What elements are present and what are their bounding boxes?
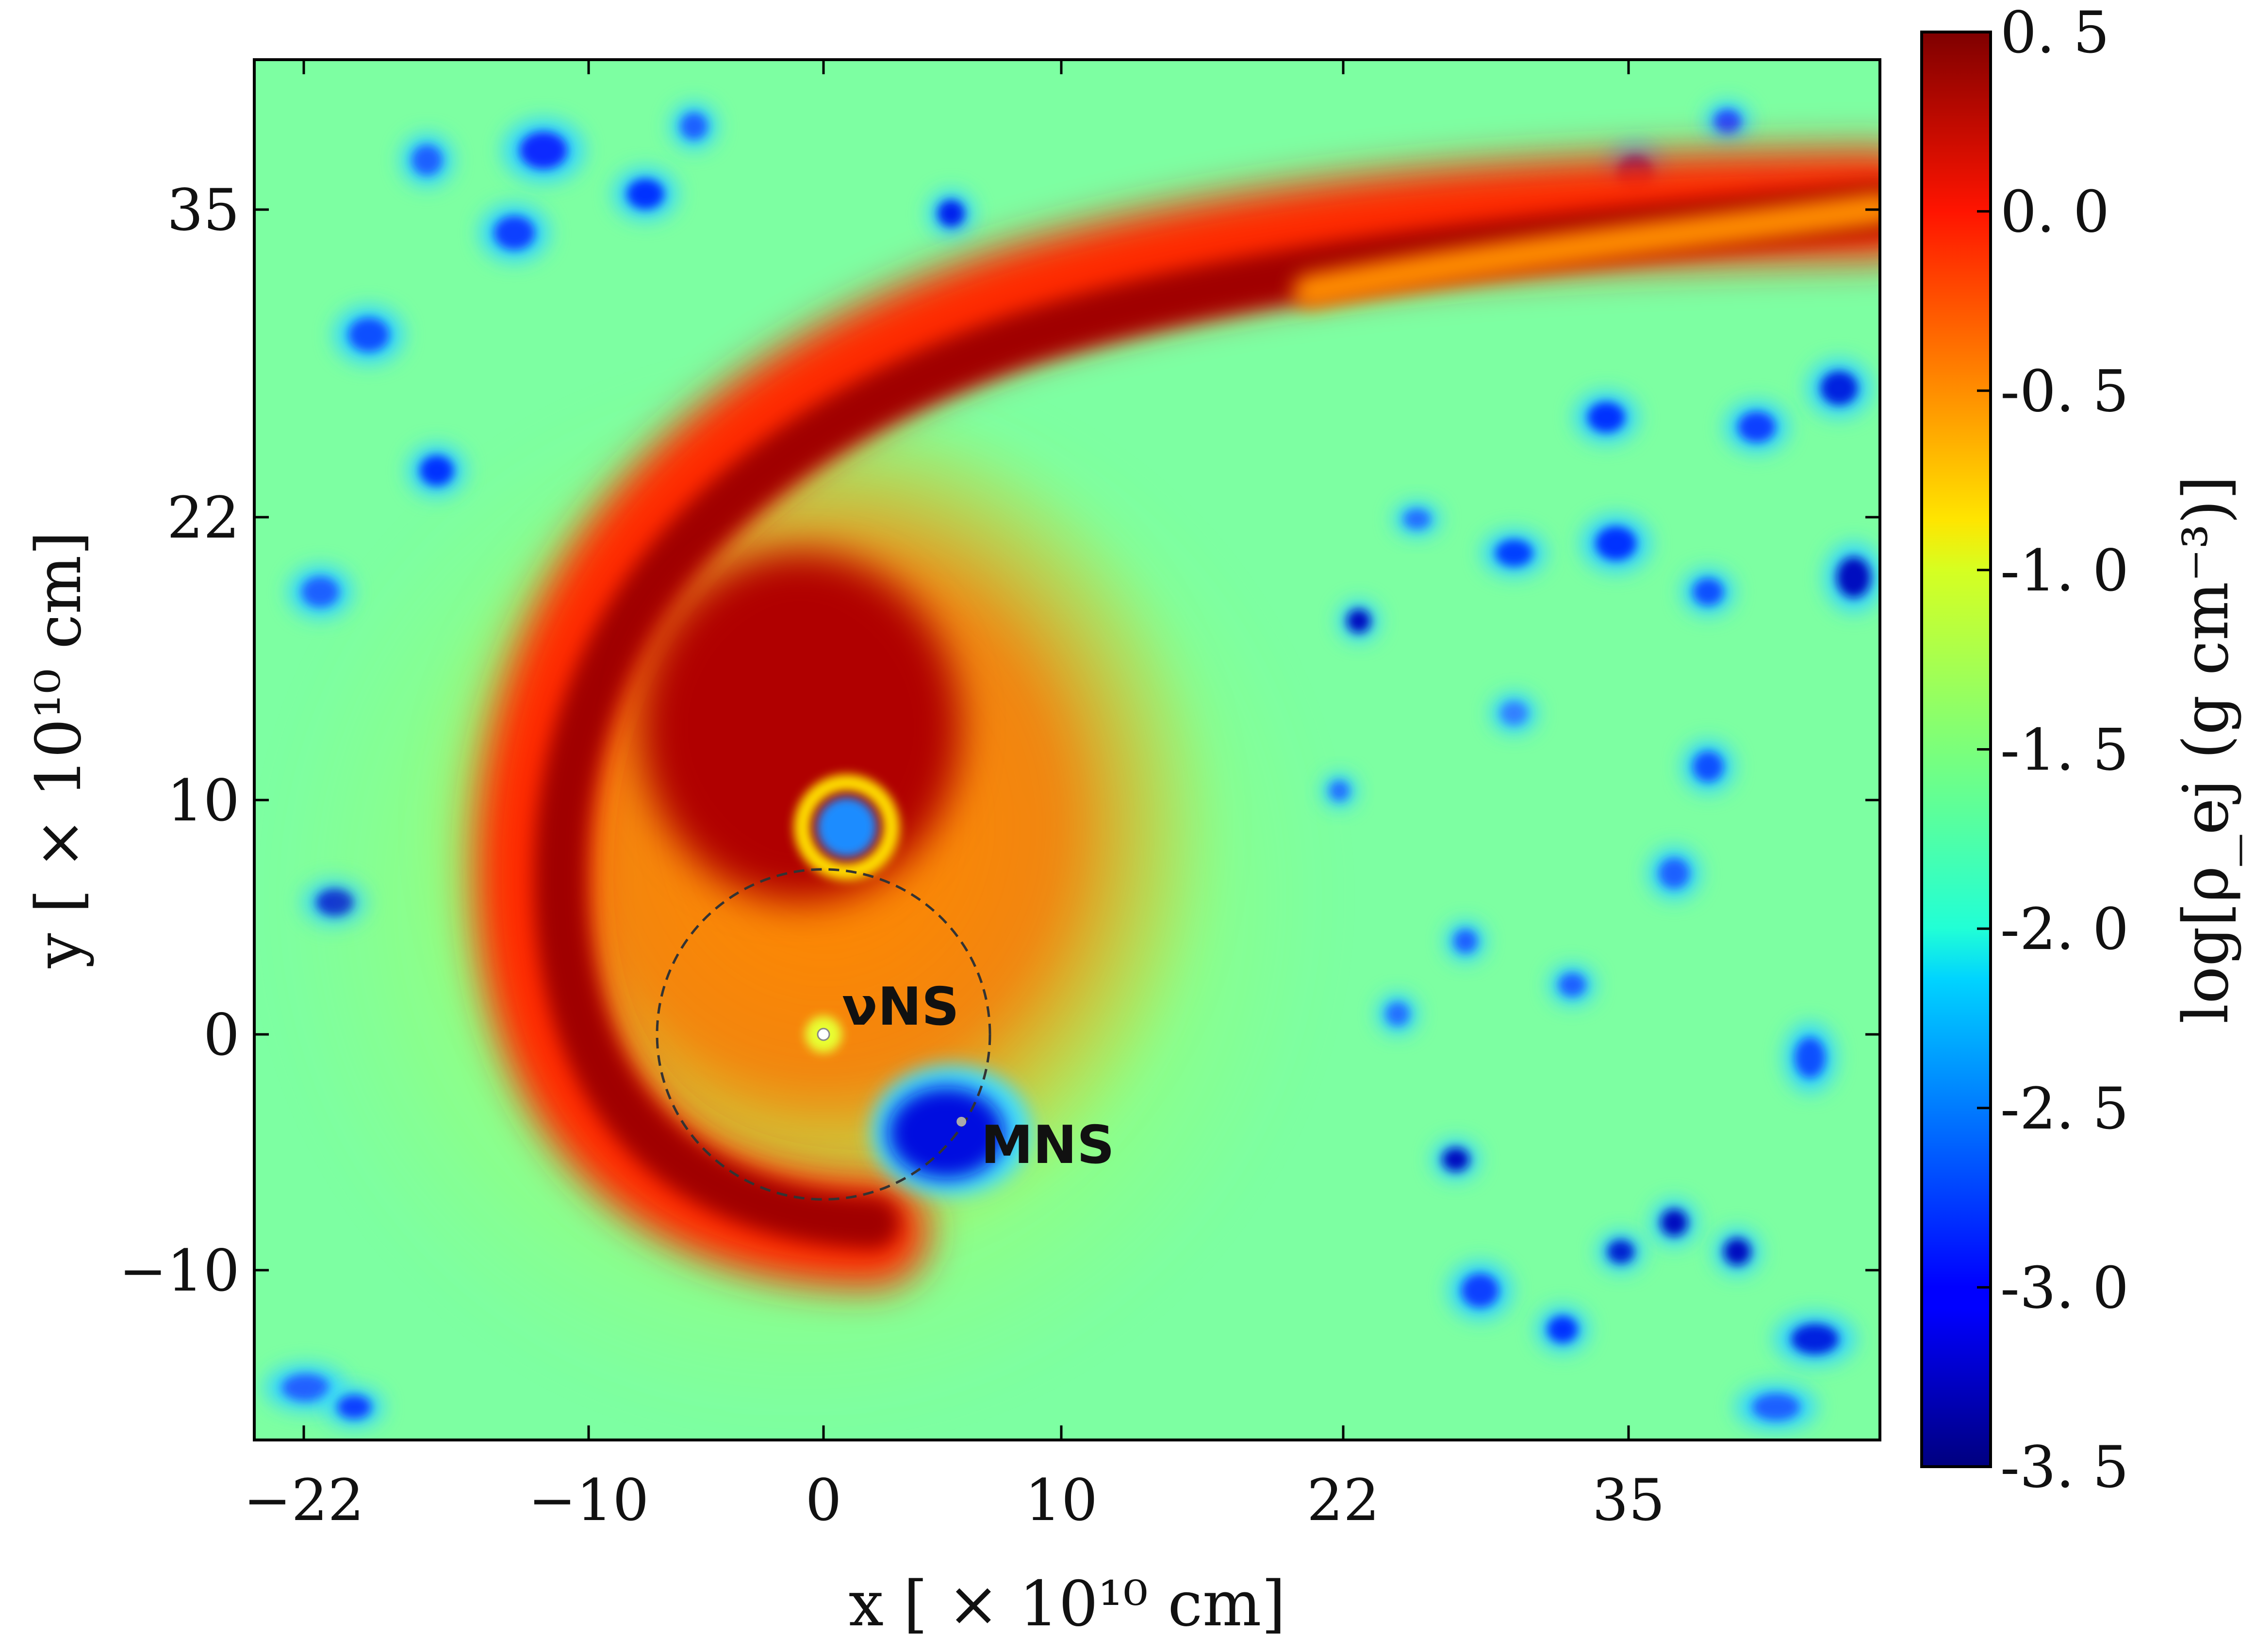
y-axis-ticks: −10 0 10 22 35 <box>119 177 1880 1304</box>
spiral-arm-tip <box>1293 192 1880 308</box>
colorbar-tick-label: -2. 5 <box>2000 1075 2129 1142</box>
y-tick-label: −10 <box>119 1237 240 1304</box>
patch-core <box>626 179 664 210</box>
x-tick-label: 35 <box>1592 1467 1665 1534</box>
patch-core <box>1453 929 1478 953</box>
x-tick-label: −22 <box>243 1467 364 1534</box>
y-tick-label: 0 <box>203 1001 240 1068</box>
vns-label: νNS <box>842 977 959 1037</box>
patch-core <box>938 200 965 227</box>
patch-core <box>520 131 567 169</box>
mns-cavity <box>888 1087 1004 1179</box>
bubble-cavity <box>817 797 877 857</box>
patch-core <box>1547 1316 1578 1343</box>
dense-core <box>641 553 961 902</box>
density-heatmap <box>254 60 1880 1440</box>
patch-core <box>412 145 443 176</box>
x-axis-label: x [ × 10¹⁰ cm] <box>849 1568 1286 1640</box>
patch-core <box>1659 858 1690 889</box>
colorbar-ticks: 0. 5 0. 0 -0. 5 -1. 0 -1. 5 -2. 0 -2. 5 -3. 0 -3… <box>1977 0 2129 1501</box>
patch-core <box>680 113 708 140</box>
colorbar-tick-label: -3. 5 <box>2000 1434 2129 1501</box>
x-tick-label: 0 <box>805 1467 841 1534</box>
ejecta-cloud <box>267 148 1880 1431</box>
patch-core <box>1752 1393 1800 1421</box>
mns-marker <box>956 1116 967 1127</box>
y-tick-label: 35 <box>167 177 240 244</box>
patch-core <box>1442 1147 1469 1172</box>
colorbar-tick-label: 0. 0 <box>2000 179 2109 245</box>
patch-core <box>1559 973 1586 997</box>
patch-core <box>1661 1209 1688 1236</box>
x-axis-ticks: −22 −10 0 10 22 35 <box>243 60 1665 1534</box>
colorbar-tick-label: -2. 0 <box>2000 896 2129 963</box>
patch-core <box>1587 402 1625 433</box>
patch-core <box>1347 609 1371 633</box>
colorbar-tick-label: -3. 0 <box>2000 1254 2129 1321</box>
patch-core <box>1385 1002 1410 1026</box>
mns-label: MNS <box>981 1115 1115 1176</box>
patch-core <box>1724 1238 1751 1265</box>
patch-core <box>282 1374 329 1401</box>
patch-core <box>1795 1037 1826 1078</box>
patch-core <box>1461 1274 1499 1308</box>
patch-core <box>1693 578 1724 605</box>
dashed-circle <box>656 868 991 1201</box>
patch-core <box>1714 109 1741 133</box>
patch-core <box>1820 371 1858 405</box>
x-tick-label: 10 <box>1025 1467 1098 1534</box>
y-tick-label: 22 <box>167 484 240 551</box>
vns-marker <box>817 1028 830 1041</box>
x-tick-label: −10 <box>528 1467 649 1534</box>
y-axis-label: y [ × 10¹⁰ cm] <box>23 531 95 969</box>
patch-core <box>1403 509 1431 529</box>
plot-frame <box>253 58 1881 1441</box>
patch-core <box>348 318 389 352</box>
colorbar-tick-label: -1. 5 <box>2000 717 2129 784</box>
patch-core <box>1791 1324 1839 1355</box>
patch-core <box>1607 1240 1634 1264</box>
patch-core <box>337 1395 371 1419</box>
patch-core <box>494 216 535 250</box>
colorbar-tick-label: -0. 5 <box>2000 358 2129 425</box>
colorbar-tick-label: 0. 5 <box>2000 0 2109 66</box>
colorbar-tick-label: -1. 0 <box>2000 537 2129 604</box>
patch-core <box>1837 557 1871 598</box>
x-tick-label: 22 <box>1307 1467 1380 1534</box>
patch-core <box>1596 526 1636 560</box>
patch-core <box>420 455 454 486</box>
overlays: νNS MNS <box>656 868 1115 1201</box>
patch-core <box>1495 540 1533 567</box>
y-tick-label: 10 <box>167 767 240 834</box>
patch-core <box>301 576 339 607</box>
patch-core <box>1738 411 1776 442</box>
patch-core <box>1693 751 1724 782</box>
colorbar-label: log[ρ_ej (g cm⁻³)] <box>2170 475 2242 1024</box>
patch-core <box>1500 701 1528 725</box>
patch-core <box>1329 781 1350 801</box>
